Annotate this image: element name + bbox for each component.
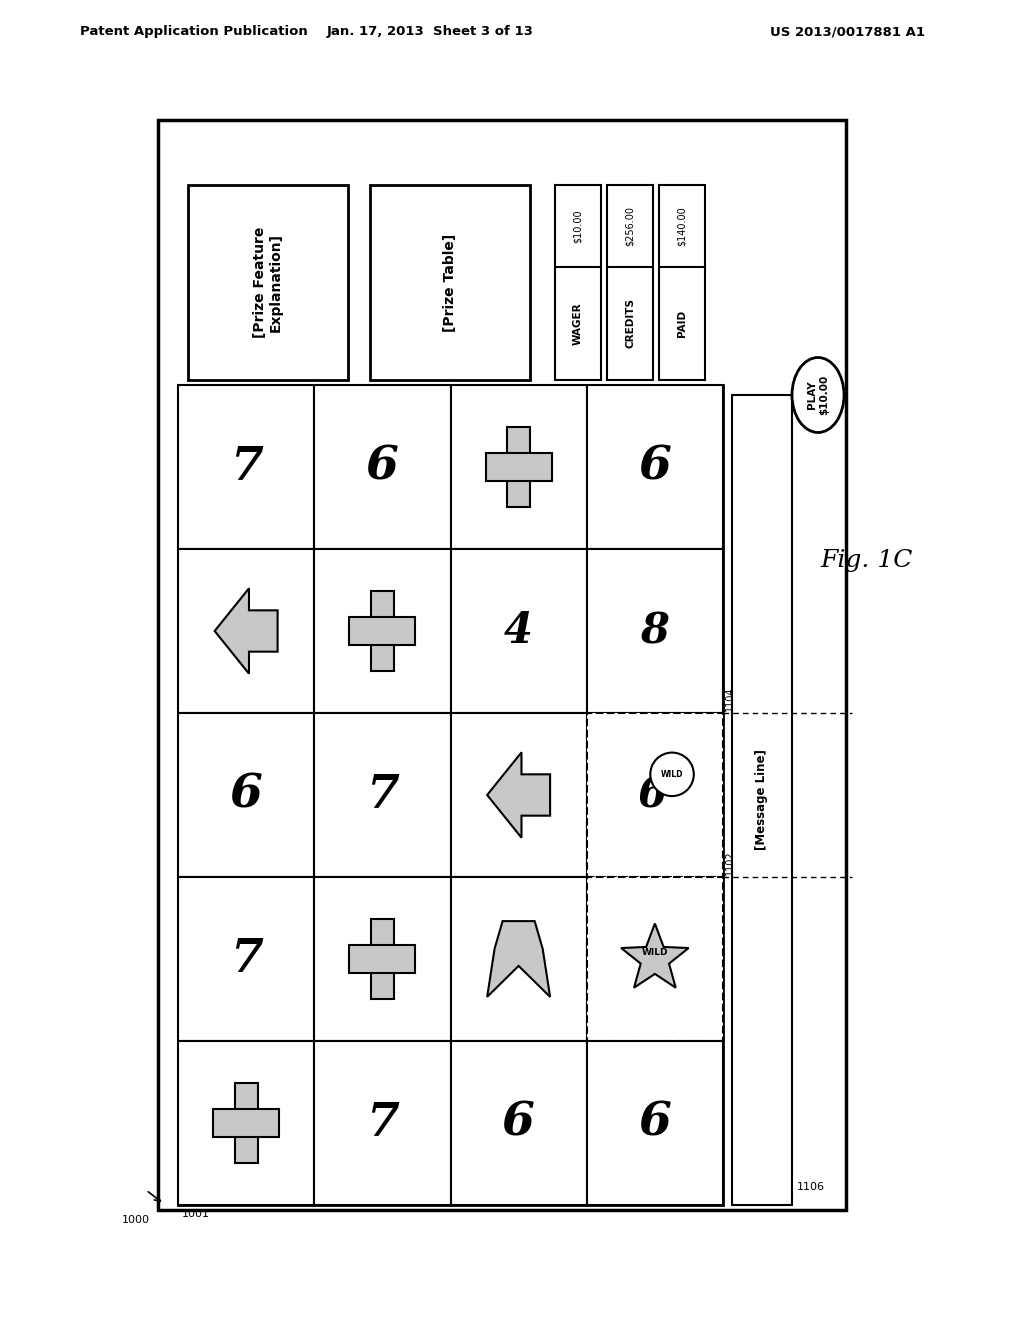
Text: Patent Application Publication: Patent Application Publication: [80, 25, 308, 38]
Ellipse shape: [792, 358, 844, 433]
Bar: [213, 1109, 279, 1137]
Bar: [587, 385, 723, 549]
Bar: [188, 185, 348, 380]
Text: Fig. 1C: Fig. 1C: [820, 549, 912, 572]
Bar: [178, 713, 314, 876]
Bar: [314, 549, 451, 713]
Circle shape: [650, 752, 694, 796]
Bar: [732, 395, 792, 1205]
Bar: [314, 1041, 451, 1205]
Polygon shape: [215, 589, 278, 673]
Bar: [587, 713, 723, 876]
Bar: [349, 618, 416, 644]
Bar: [178, 385, 314, 549]
Text: 1106: 1106: [797, 1181, 825, 1192]
Text: 1102: 1102: [725, 850, 735, 875]
Bar: [349, 945, 416, 973]
Bar: [451, 549, 587, 713]
Polygon shape: [487, 752, 550, 838]
Text: 6: 6: [502, 1100, 536, 1146]
Bar: [451, 1041, 587, 1205]
Bar: [507, 428, 530, 507]
Bar: [587, 549, 723, 713]
Text: PLAY
$10.00: PLAY $10.00: [807, 375, 828, 414]
Text: [Message Line]: [Message Line]: [756, 750, 768, 850]
Text: PAID: PAID: [677, 310, 687, 337]
Text: 1104: 1104: [725, 686, 735, 711]
Bar: [158, 120, 846, 1210]
Bar: [587, 876, 723, 1041]
Text: 6: 6: [638, 774, 667, 816]
Text: US 2013/0017881 A1: US 2013/0017881 A1: [770, 25, 925, 38]
Text: CREDITS: CREDITS: [625, 298, 635, 348]
Bar: [659, 185, 705, 380]
Bar: [607, 185, 653, 380]
Text: 4: 4: [504, 610, 534, 652]
Text: 6: 6: [229, 772, 262, 818]
Bar: [178, 549, 314, 713]
Polygon shape: [487, 921, 550, 997]
Bar: [485, 453, 552, 480]
Text: [Prize Table]: [Prize Table]: [443, 234, 457, 331]
Text: 6: 6: [638, 1100, 672, 1146]
Text: 7: 7: [366, 1100, 398, 1146]
Text: 1001: 1001: [182, 1209, 210, 1218]
Bar: [587, 1041, 723, 1205]
Bar: [314, 385, 451, 549]
Polygon shape: [622, 924, 688, 987]
Bar: [451, 385, 587, 549]
Bar: [178, 385, 723, 1205]
Bar: [314, 876, 451, 1041]
Text: WAGER: WAGER: [573, 302, 583, 345]
Bar: [234, 1084, 258, 1163]
Text: 8: 8: [640, 610, 670, 652]
Bar: [555, 185, 601, 380]
Bar: [178, 876, 314, 1041]
Bar: [371, 920, 394, 999]
Bar: [178, 1041, 314, 1205]
Text: 6: 6: [366, 444, 398, 490]
Text: Jan. 17, 2013  Sheet 3 of 13: Jan. 17, 2013 Sheet 3 of 13: [327, 25, 534, 38]
Bar: [371, 591, 394, 671]
Text: $256.00: $256.00: [625, 206, 635, 246]
Bar: [451, 713, 587, 876]
Text: $10.00: $10.00: [573, 209, 583, 243]
Text: 7: 7: [229, 444, 262, 490]
Text: 1000: 1000: [122, 1214, 150, 1225]
Text: WILD: WILD: [660, 770, 683, 779]
Bar: [314, 713, 451, 876]
Text: 6: 6: [638, 444, 672, 490]
Text: WILD: WILD: [642, 948, 668, 957]
Text: 7: 7: [366, 772, 398, 818]
Text: $140.00: $140.00: [677, 206, 687, 246]
Text: 7: 7: [229, 936, 262, 982]
Bar: [370, 185, 530, 380]
Bar: [451, 876, 587, 1041]
Text: [Prize Feature
Explanation]: [Prize Feature Explanation]: [253, 227, 283, 338]
